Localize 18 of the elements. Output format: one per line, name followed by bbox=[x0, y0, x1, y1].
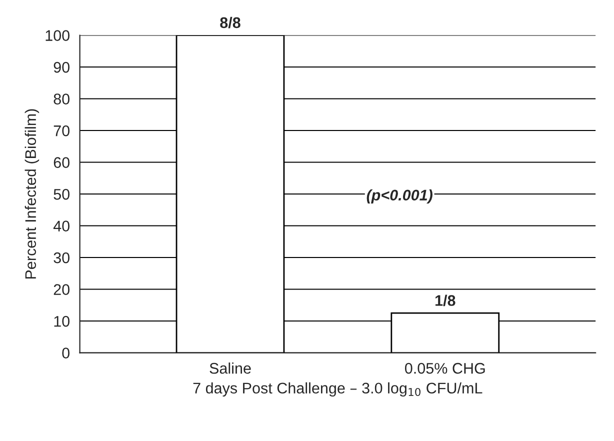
x-tick-label: Saline bbox=[210, 362, 251, 374]
y-tick-label: 40 bbox=[53, 220, 70, 232]
annotation: (p<0.001) bbox=[366, 189, 432, 204]
y-tick-label: 90 bbox=[54, 62, 70, 73]
y-tick-label: 0 bbox=[62, 348, 70, 358]
y-tick-label: 30 bbox=[54, 252, 70, 264]
annotation: 1/8 bbox=[435, 294, 456, 306]
y-tick-label: 70 bbox=[54, 125, 70, 136]
y-tick-label: 80 bbox=[54, 94, 70, 104]
y-axis-title: Percent Infected (Biofilm) bbox=[24, 109, 40, 279]
y-tick-label: 20 bbox=[54, 284, 70, 295]
y-tick-label: 50 bbox=[54, 188, 70, 200]
x-axis-title: 7 days Post Challenge – 3.0 log$_{10}$ CFU/mL bbox=[193, 382, 482, 397]
x-tick-label: 0.05% CHG bbox=[404, 362, 485, 374]
annotation: 8/8 bbox=[220, 16, 240, 28]
y-tick-label: 60 bbox=[54, 157, 70, 168]
y-tick-label: 10 bbox=[54, 316, 70, 327]
y-tick-label: 100 bbox=[46, 30, 70, 41]
